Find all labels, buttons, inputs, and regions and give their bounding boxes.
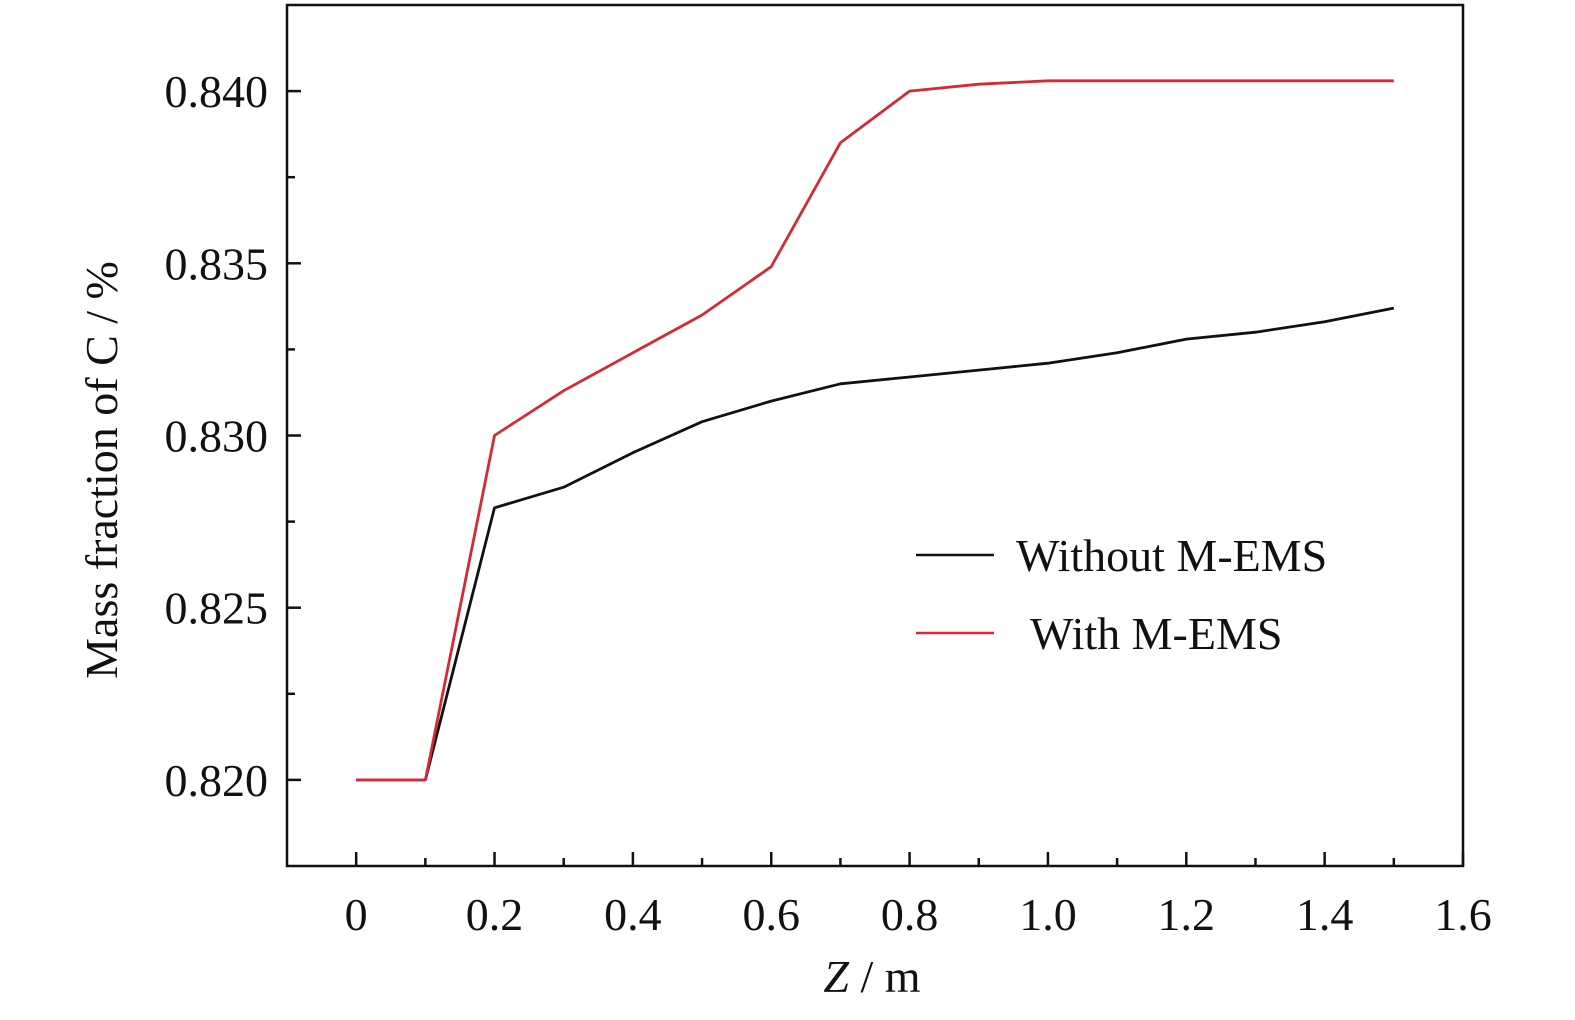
y-tick-label: 0.820 [165, 755, 269, 806]
legend: Without M-EMS With M-EMS [916, 530, 1327, 659]
legend-label-without-m-ems: Without M-EMS [1016, 530, 1327, 581]
x-tick-label: 0 [345, 889, 368, 940]
x-axis-variable: Z [823, 951, 849, 1002]
x-tick-label: 0.6 [742, 889, 800, 940]
series-line-with-m-ems [356, 79, 1394, 782]
x-axis: 0 0.2 0.4 0.6 0.8 1.0 1.2 1.4 1.6 [345, 852, 1492, 940]
legend-label-with-m-ems: With M-EMS [1030, 608, 1282, 659]
x-axis-unit: / m [849, 951, 921, 1002]
y-axis: 0.820 0.825 0.830 0.835 0.840 [165, 66, 301, 806]
x-tick-label: 1.2 [1158, 889, 1216, 940]
x-tick-label: 0.8 [881, 889, 939, 940]
x-tick-label: 0.4 [604, 889, 662, 940]
series-line-without-m-ems [356, 306, 1395, 782]
y-tick-label: 0.840 [165, 66, 269, 117]
y-tick-label: 0.835 [165, 238, 269, 289]
x-axis-title: Z / m [823, 951, 920, 1002]
series-layer [356, 79, 1395, 782]
x-tick-label: 1.6 [1434, 889, 1492, 940]
y-tick-label: 0.825 [165, 583, 269, 634]
x-tick-label: 1.0 [1019, 889, 1077, 940]
x-tick-label: 1.4 [1296, 889, 1354, 940]
plot-frame [285, 3, 1465, 868]
y-tick-label: 0.830 [165, 411, 269, 462]
x-tick-label: 0.2 [466, 889, 524, 940]
y-axis-title: Mass fraction of C / % [76, 261, 127, 679]
